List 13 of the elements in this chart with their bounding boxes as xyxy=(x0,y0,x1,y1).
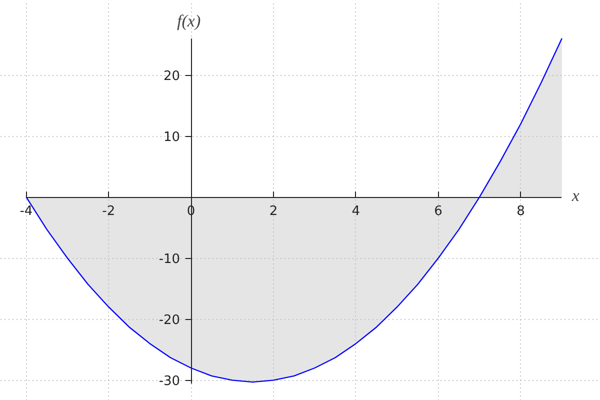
y-axis-title: f(x) xyxy=(177,11,201,30)
y-tick-label: 20 xyxy=(164,69,180,84)
x-tick-label: -2 xyxy=(102,204,116,220)
y-tick-label: -10 xyxy=(158,252,180,268)
x-tick-label: -4 xyxy=(20,204,33,220)
x-tick-label: 2 xyxy=(269,204,278,220)
y-tick-label: -20 xyxy=(158,313,180,328)
x-tick-label: 4 xyxy=(352,204,360,220)
y-tick-label: -30 xyxy=(158,374,180,390)
y-tick-label: 10 xyxy=(164,130,180,146)
x-axis-title: x xyxy=(570,186,580,206)
x-tick-label: 8 xyxy=(516,204,525,220)
x-tick-label: 6 xyxy=(434,204,442,220)
